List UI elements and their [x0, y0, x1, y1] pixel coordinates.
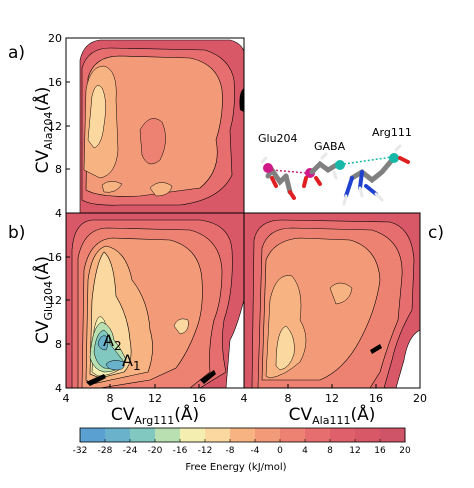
- colorbar-tick-label: -12: [198, 446, 213, 456]
- colorbar-tick-label: -24: [123, 446, 138, 456]
- gaba-teal-atom: [335, 160, 345, 170]
- annotation-a1: A1: [122, 351, 141, 373]
- gaba-structure: [302, 152, 345, 188]
- panel-b-ytick: 4: [55, 382, 62, 395]
- panel-b-edge-black-2: [200, 370, 216, 384]
- panel-a-ytick: 8: [55, 163, 62, 176]
- panel-c-xtick: 8: [285, 392, 292, 405]
- colorbar-segment: [205, 428, 231, 442]
- colorbar-segment: [230, 428, 256, 442]
- panel-b-ytick-top: 4: [55, 207, 62, 220]
- colorbar-segment: [355, 428, 381, 442]
- panel-b-xtick: 4: [241, 392, 248, 405]
- glu-magenta-atom: [263, 163, 273, 173]
- colorbar-frame: [79, 427, 406, 443]
- arg-teal-atom: [389, 153, 399, 163]
- colorbar-segment: [330, 428, 356, 442]
- annotation-a2: A2: [103, 331, 122, 353]
- colorbar-segment: [255, 428, 281, 442]
- panel-c-xtick: 12: [325, 392, 339, 405]
- colorbar-tick-label: 0: [277, 446, 283, 456]
- panel-b-ytick: 8: [55, 338, 62, 351]
- colorbar-segment: [130, 428, 156, 442]
- panel-b-ytick: 16: [48, 251, 62, 264]
- panel-a-ylabel: CVAla204(Å): [31, 87, 55, 174]
- glu204-structure: [260, 156, 296, 200]
- colorbar-tick-label: -16: [173, 446, 188, 456]
- panel-c-pocket: [329, 282, 353, 305]
- panel-c-region-light: [275, 325, 295, 371]
- colorbar-tick-label: 12: [349, 446, 360, 456]
- panel-b-xtick: 12: [148, 392, 162, 405]
- panel-b-yticks: 4 8 12 16 4: [48, 207, 70, 395]
- panel-b-ylabel: CVGlu204(Å): [31, 256, 55, 344]
- panel-c-heatmap: [244, 213, 420, 388]
- arg111-structure: [342, 144, 410, 206]
- panel-c-xlabel: CVAla111(Å): [289, 403, 376, 427]
- label-arg111: Arg111: [372, 126, 412, 139]
- dotted-bond-right: [343, 156, 393, 165]
- colorbar-tick-label: -20: [148, 446, 163, 456]
- panel-a-pocket-3: [101, 181, 123, 193]
- molecule-inset: Glu204 GABA Arg111: [258, 126, 412, 206]
- panel-b-xticks: 4 8 12 16 4: [63, 384, 248, 405]
- dotted-bond-left: [271, 169, 307, 174]
- panel-a-pocket-2: [149, 182, 173, 197]
- colorbar-segment: [280, 428, 306, 442]
- panel-a-yticks: 8 12 16 20: [48, 32, 70, 176]
- colorbar-ticks: -32 -28 -24 -20 -16 -12 -8 -4 0 4 8 12 16 20: [73, 439, 411, 456]
- colorbar-segment: [80, 428, 106, 442]
- colorbar-tick-label: -32: [73, 446, 88, 456]
- label-glu204: Glu204: [258, 132, 298, 145]
- label-gaba: GABA: [314, 140, 346, 153]
- panel-a-heatmap: [79, 39, 244, 213]
- panel-a-ytick: 16: [48, 76, 62, 89]
- colorbar-segment: [180, 428, 206, 442]
- panel-b-heatmap: [66, 213, 244, 388]
- panel-a-pocket-1: [139, 118, 166, 165]
- colorbar-tick-label: 20: [399, 446, 411, 456]
- colorbar-tick-label: 16: [374, 446, 386, 456]
- panel-b-xtick: 16: [192, 392, 206, 405]
- panel-b-ytick: 12: [48, 294, 62, 307]
- colorbar-segment: [105, 428, 131, 442]
- panel-b-region-deep: [97, 335, 109, 351]
- panel-c-label: c): [428, 223, 444, 243]
- panel-b-xtick: 8: [107, 392, 114, 405]
- colorbar-segment: [155, 428, 181, 442]
- panel-b-xtick: 4: [63, 392, 70, 405]
- colorbar-tick-label: -28: [98, 446, 113, 456]
- colorbar-tick-label: -4: [251, 446, 260, 456]
- panel-a-region-min: [87, 85, 106, 149]
- panel-b-xlabel: CVArg111(Å): [111, 403, 199, 427]
- colorbar-tick-label: 8: [327, 446, 333, 456]
- colorbar-tick-label: 4: [302, 446, 308, 456]
- panel-c-edge-black: [370, 344, 382, 354]
- panel-b-pocket-1: [173, 318, 189, 335]
- panel-b-label: b): [8, 223, 25, 243]
- panel-c-xtick: 20: [413, 392, 427, 405]
- panel-c-xticks: 8 12 16 20: [285, 384, 427, 405]
- colorbar: [79, 427, 406, 443]
- panel-b-edge-black: [86, 374, 106, 386]
- colorbar-segment: [305, 428, 331, 442]
- colorbar-tick-label: -8: [226, 446, 235, 456]
- panel-a-edge-black: [239, 88, 244, 112]
- panel-b-region-deep2: [105, 360, 125, 371]
- panel-c-xtick: 16: [369, 392, 383, 405]
- panel-a-ytick: 20: [48, 32, 62, 45]
- panel-a-ytick: 12: [48, 120, 62, 133]
- colorbar-segment: [380, 428, 406, 442]
- panel-a-label: a): [8, 43, 25, 63]
- colorbar-label: Free Energy (kJ/mol): [185, 462, 286, 473]
